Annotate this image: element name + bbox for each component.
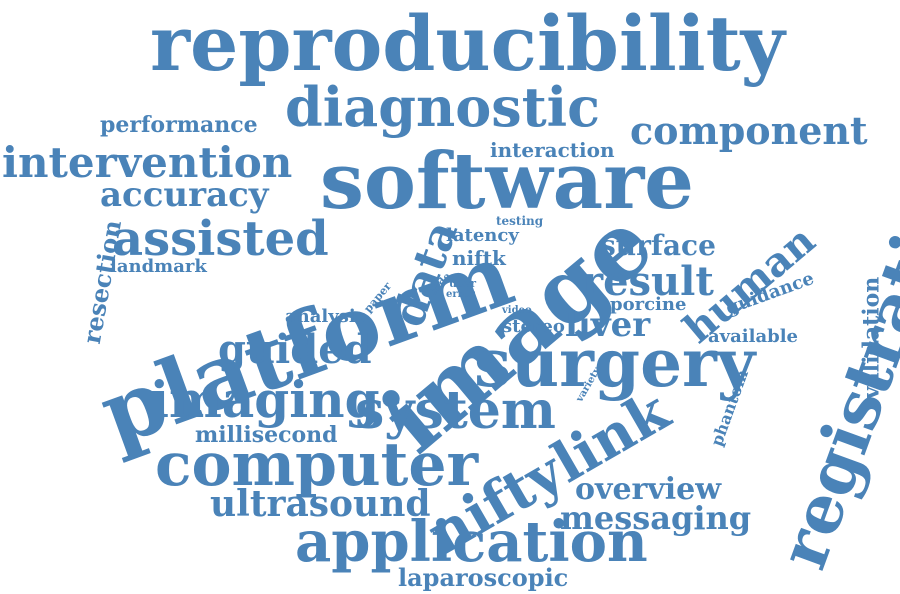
word-liver: liver <box>565 305 651 345</box>
word-validation: validation <box>858 276 885 400</box>
word-analysis: analysis <box>285 306 366 327</box>
word-ultrasound: ultrasound <box>210 483 431 525</box>
word-landmark: landmark <box>110 256 207 277</box>
word-resection: resection <box>76 217 128 346</box>
word-surface: surface <box>600 229 716 262</box>
word-laparoscopic: laparoscopic <box>398 563 569 592</box>
word-testing: testing <box>496 214 544 228</box>
word-latency: latency <box>446 225 519 246</box>
word-millisecond: millisecond <box>195 422 338 448</box>
word-error: error <box>446 289 475 300</box>
word-intervention: intervention <box>2 138 293 187</box>
word-component: component <box>630 108 868 153</box>
word-interaction: interaction <box>490 138 615 162</box>
word-assisted: assisted <box>112 211 329 267</box>
word-video: video <box>502 305 532 316</box>
word-overview: overview <box>575 472 722 507</box>
word-system: system <box>355 380 556 441</box>
word-diagnostic: diagnostic <box>285 75 601 139</box>
word-imaging: imaging <box>150 370 380 429</box>
word-porcine: porcine <box>610 294 687 315</box>
word-computer: computer <box>155 430 479 500</box>
word-available: available <box>708 326 798 347</box>
word-reproducibility: reproducibility <box>150 0 785 88</box>
word-performance: performance <box>100 112 258 138</box>
word-result: result <box>582 258 714 305</box>
word-user: user <box>449 277 476 290</box>
word-stereo: stereo <box>502 316 565 337</box>
word-accuracy: accuracy <box>100 175 269 215</box>
word-guided: guided <box>218 326 372 373</box>
word-niftk: niftk <box>452 246 506 270</box>
word-surgery: surgery <box>474 324 756 402</box>
word-application: application <box>295 509 648 575</box>
word-messaging: messaging <box>560 499 752 537</box>
word-software: software <box>320 136 694 227</box>
